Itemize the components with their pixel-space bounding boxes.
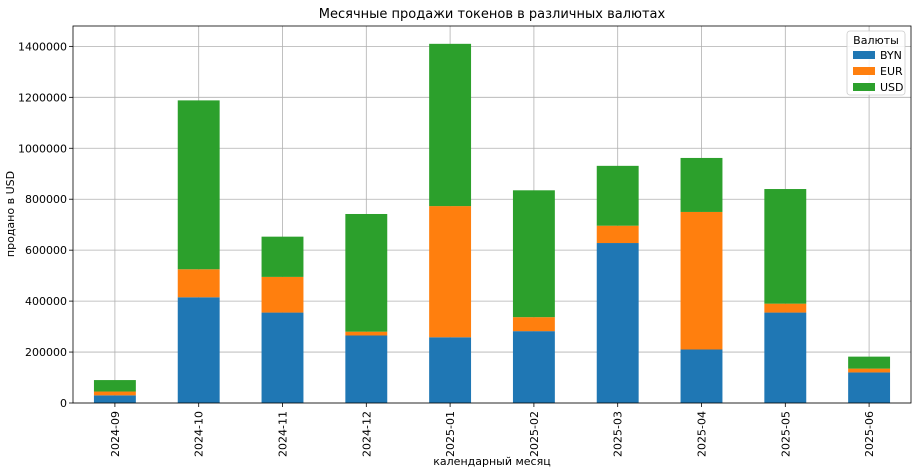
legend: Валюты BYN EUR USD [846,30,906,96]
bar-usd-2025-05 [764,189,807,304]
y-tick-label: 1400000 [18,40,67,53]
bar-byn-2025-05 [764,312,807,403]
x-tick-label: 2024-12 [360,411,373,457]
bar-byn-2024-09 [93,395,136,403]
bar-byn-2025-01 [429,337,472,403]
bar-byn-2024-11 [261,312,304,403]
bar-eur-2025-03 [596,225,639,244]
legend-label-byn: BYN [880,49,902,62]
y-tick-label: 1200000 [18,91,67,104]
bar-usd-2025-06 [848,356,891,369]
bar-byn-2025-06 [848,372,891,403]
y-tick-label: 1000000 [18,142,67,155]
bar-usd-2024-09 [93,380,136,392]
x-axis-ticks: 2024-09 2024-10 2024-11 2024-12 2025-01 2025-… [109,403,876,457]
x-tick-label: 2025-04 [696,411,709,457]
x-axis-label: календарный месяц [433,455,550,468]
bar-eur-2025-04 [680,211,723,350]
bar-eur-2024-12 [345,331,388,336]
bar-usd-2025-03 [596,165,639,226]
legend-swatch-eur [853,67,875,75]
bar-usd-2025-04 [680,157,723,212]
bar-byn-2025-02 [512,331,555,403]
x-tick-label: 2024-09 [109,411,122,457]
bar-eur-2024-09 [93,391,136,396]
legend-label-usd: USD [880,81,904,94]
x-tick-label: 2025-03 [612,411,625,457]
y-tick-label: 0 [60,397,67,410]
legend-label-eur: EUR [880,65,903,78]
bar-eur-2025-05 [764,303,807,313]
x-tick-label: 2025-06 [863,411,876,457]
bar-usd-2024-12 [345,213,388,332]
bar-usd-2025-01 [429,43,472,207]
x-tick-label: 2024-10 [193,411,206,457]
y-axis-ticks: 0 200000 400000 600000 800000 1000000 1200000 1… [18,40,73,410]
bar-eur-2025-06 [848,368,891,373]
x-tick-label: 2024-11 [277,411,290,457]
plot-frame [72,25,912,404]
y-tick-label: 600000 [25,244,67,257]
bar-eur-2024-11 [261,276,304,313]
x-tick-label: 2025-01 [444,411,457,457]
bar-byn-2025-03 [596,243,639,403]
legend-title: Валюты [853,34,899,47]
bar-eur-2024-10 [177,269,220,298]
bar-usd-2025-02 [512,190,555,318]
bar-usd-2024-10 [177,100,220,270]
bar-usd-2024-11 [261,236,304,277]
legend-swatch-byn [853,51,875,59]
chart-title: Месячные продажи токенов в различных вал… [319,7,666,22]
y-axis-label: продано в USD [4,171,17,257]
bars [93,43,891,403]
x-tick-label: 2025-02 [528,411,541,457]
y-tick-label: 800000 [25,193,67,206]
y-tick-label: 400000 [25,295,67,308]
bar-byn-2024-10 [177,297,220,403]
bar-eur-2025-01 [429,206,472,338]
legend-box [846,30,906,96]
bar-eur-2025-02 [512,317,555,332]
bar-byn-2025-04 [680,349,723,403]
legend-swatch-usd [853,83,875,91]
x-tick-label: 2025-05 [779,411,792,457]
bar-byn-2024-12 [345,335,388,403]
y-tick-label: 200000 [25,346,67,359]
